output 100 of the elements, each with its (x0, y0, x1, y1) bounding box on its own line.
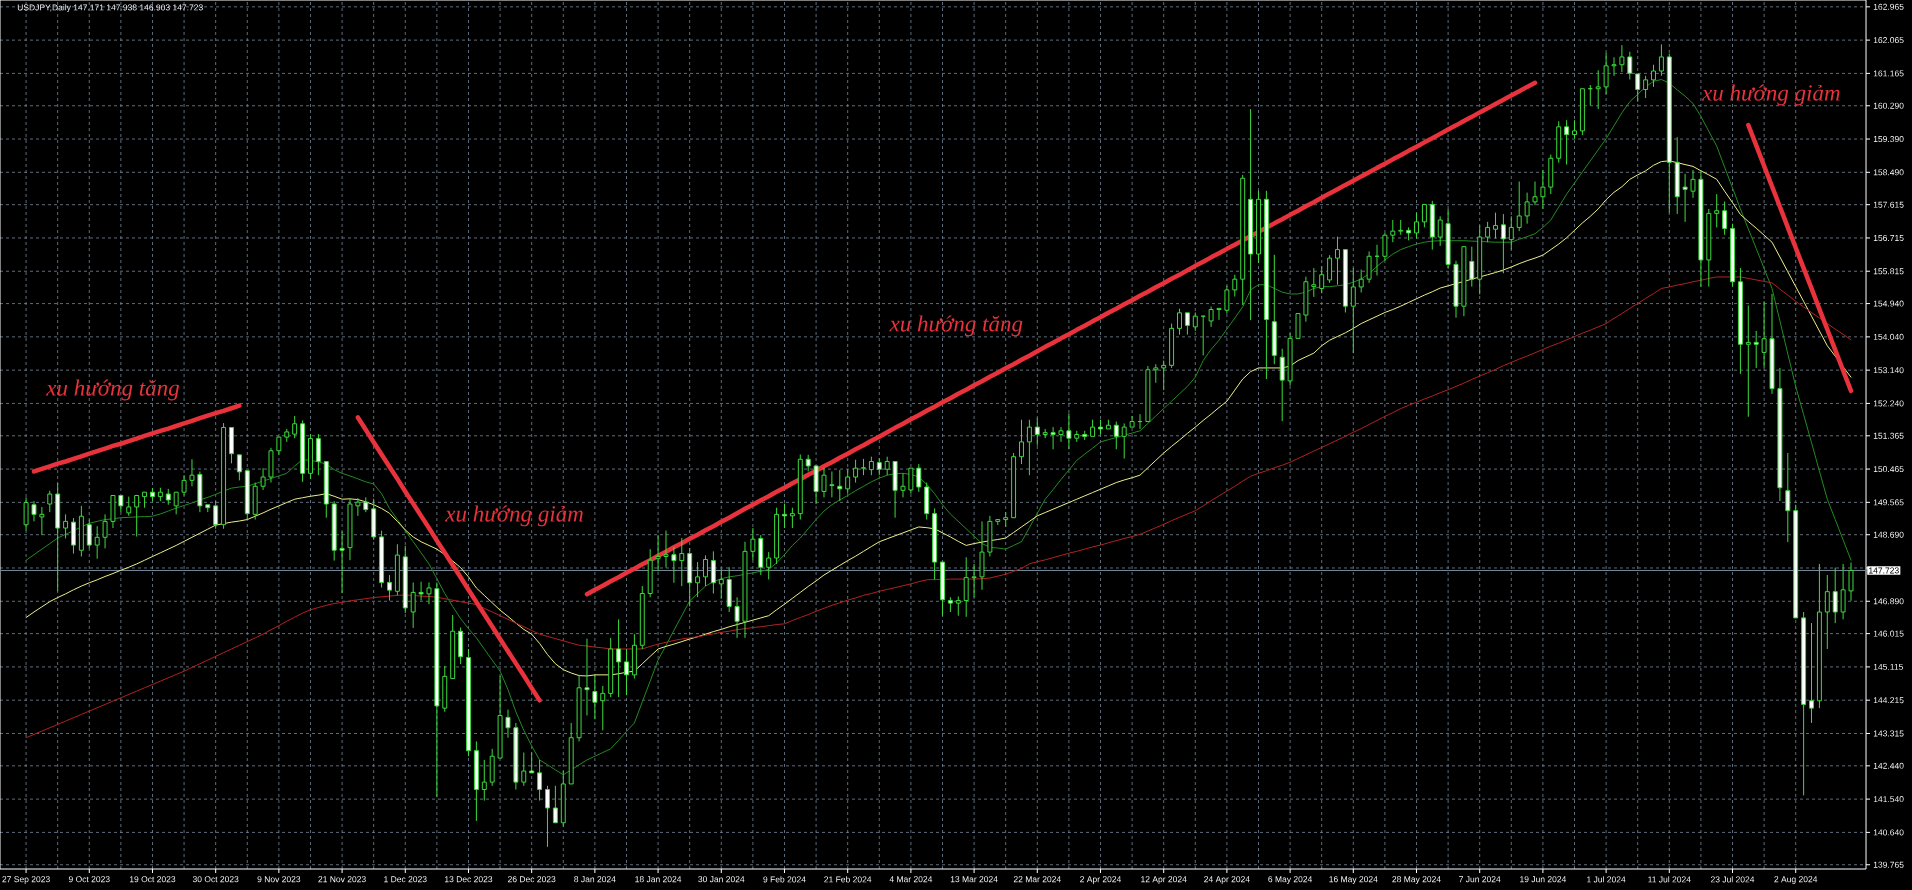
x-tick-label: 9 Oct 2023 (68, 876, 110, 883)
y-tick-label: 141.540 (1873, 796, 1904, 803)
candlestick (450, 614, 456, 680)
candlestick (1753, 330, 1759, 369)
candlestick (1722, 201, 1728, 236)
candlestick (734, 596, 740, 639)
candlestick (1714, 193, 1720, 228)
candlestick (1785, 452, 1791, 543)
candlestick (244, 470, 250, 521)
candlestick (552, 785, 558, 824)
y-tick-label: 152.240 (1873, 400, 1904, 407)
candlestick (157, 487, 163, 502)
x-tick-label: 13 Mar 2024 (950, 876, 998, 883)
x-tick-label: 12 Apr 2024 (1141, 876, 1187, 884)
candlestick (473, 740, 479, 822)
candlestick (205, 504, 211, 513)
y-tick-label: 143.315 (1873, 730, 1904, 737)
line-series (1746, 122, 1854, 394)
candlestick (513, 722, 519, 790)
candlestick (1153, 363, 1159, 384)
candlestick (1572, 119, 1577, 140)
x-tick-label: 1 Dec 2023 (384, 876, 427, 883)
candlestick (323, 460, 329, 519)
candlestick (315, 433, 321, 476)
candlestick (529, 752, 535, 774)
candlestick (1011, 452, 1017, 519)
candlestick (1350, 267, 1356, 354)
candlestick (600, 685, 606, 731)
candlestick (55, 482, 61, 592)
x-tick-label: 4 Mar 2024 (889, 876, 933, 883)
candlestick (1769, 293, 1775, 395)
candlestick (410, 581, 416, 629)
candlestick (1832, 567, 1838, 624)
candlestick (426, 581, 432, 605)
candlestick (813, 465, 819, 505)
candlestick (39, 506, 45, 536)
x-tick-label: 23 Jul 2024 (1710, 876, 1755, 883)
candlestick (1824, 574, 1830, 650)
candlestick (387, 574, 392, 602)
candlestick (1240, 174, 1246, 306)
candlestick (1311, 267, 1317, 298)
candlestick (189, 458, 195, 487)
candlestick (1129, 415, 1135, 428)
candlestick (1003, 511, 1009, 528)
candlestick (1737, 267, 1743, 375)
y-tick-label: 145.115 (1873, 663, 1903, 670)
candlestick (892, 460, 898, 519)
candlestick (355, 497, 361, 517)
candlestick (932, 507, 938, 580)
y-tick-label: 161.165 (1873, 70, 1904, 77)
candlestick (940, 561, 945, 617)
candlestick (1706, 208, 1712, 288)
candlestick (576, 674, 582, 742)
candlestick (339, 530, 345, 594)
candlestick (1682, 173, 1688, 223)
x-tick-label: 19 Jun 2024 (1520, 876, 1567, 883)
candlestick (1184, 312, 1190, 336)
x-tick-label: 16 May 2024 (1329, 876, 1378, 884)
y-tick-label: 149.565 (1873, 499, 1904, 506)
x-tick-label: 9 Feb 2024 (763, 876, 806, 883)
candlestick (1382, 232, 1388, 262)
candlestick (1674, 136, 1680, 215)
x-tick-label: 21 Nov 2023 (318, 876, 366, 883)
candlestick (1208, 306, 1214, 328)
candlestick (671, 546, 677, 584)
x-tick-label: 9 Nov 2023 (257, 876, 301, 883)
candlestick (1026, 419, 1032, 476)
y-tick-label: 146.015 (1873, 630, 1904, 637)
candlestick (213, 500, 219, 530)
candlestick (142, 491, 148, 509)
candlestick (742, 541, 748, 639)
candlestick (1453, 260, 1459, 319)
candlestick (1666, 53, 1672, 214)
candlestick (331, 500, 337, 562)
y-tick-label: 153.140 (1873, 367, 1904, 374)
candlestick (900, 472, 906, 498)
candlestick (1066, 412, 1072, 450)
candlestick (1524, 192, 1530, 225)
x-tick-label: 11 Jul 2024 (1648, 876, 1691, 883)
candlestick (379, 530, 385, 589)
candlestick (1469, 246, 1475, 288)
candlestick (1840, 563, 1846, 620)
candlestick (963, 556, 969, 618)
candlestick (1761, 300, 1767, 369)
x-tick-label: 1 Jul 2024 (1587, 876, 1626, 883)
candlestick (1690, 169, 1696, 199)
y-tick-label: 157.615 (1873, 201, 1904, 208)
candlestick (782, 503, 787, 529)
candlestick (1816, 563, 1822, 709)
x-tick-label: 6 May 2024 (1268, 876, 1313, 884)
candlestick (955, 595, 961, 617)
candlestick (260, 467, 266, 491)
y-tick-label: 150.465 (1873, 466, 1904, 473)
candlestick (1121, 422, 1127, 460)
y-tick-label: 139.765 (1873, 861, 1904, 868)
candlestick (1335, 236, 1340, 286)
candlestick (624, 648, 629, 696)
candlestick (655, 534, 661, 572)
y-tick-label: 158.490 (1873, 169, 1904, 176)
x-tick-label: 24 Apr 2024 (1204, 876, 1250, 884)
